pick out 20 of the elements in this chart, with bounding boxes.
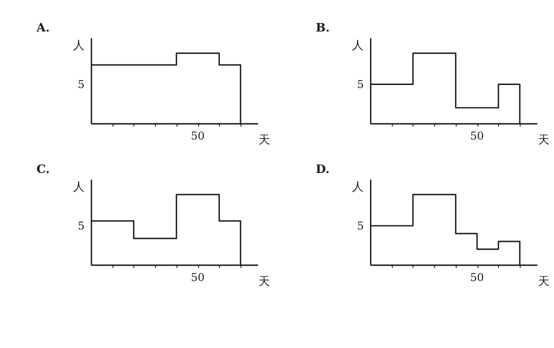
- text: 5: [357, 219, 364, 232]
- x-axis-title: 天: [258, 274, 271, 288]
- text: 50: [470, 130, 484, 143]
- text: 5: [78, 78, 85, 92]
- chart-title: A.: [35, 20, 50, 34]
- y-axis-title: 人: [352, 38, 364, 52]
- y-axis-title: 人: [72, 179, 85, 194]
- chart-title: B.: [316, 20, 330, 34]
- chart-title: C.: [36, 162, 50, 176]
- y-axis-title: 人: [352, 179, 364, 194]
- x-axis-title: 天: [538, 132, 550, 147]
- text: 50: [190, 270, 205, 284]
- text: 5: [78, 219, 85, 232]
- x-axis-title: 天: [538, 274, 550, 288]
- text: 50: [190, 130, 205, 143]
- text: 50: [470, 270, 484, 284]
- x-axis-title: 天: [258, 132, 271, 147]
- y-axis-title: 人: [72, 38, 85, 52]
- text: 5: [357, 78, 364, 92]
- chart-title: D.: [316, 162, 330, 176]
